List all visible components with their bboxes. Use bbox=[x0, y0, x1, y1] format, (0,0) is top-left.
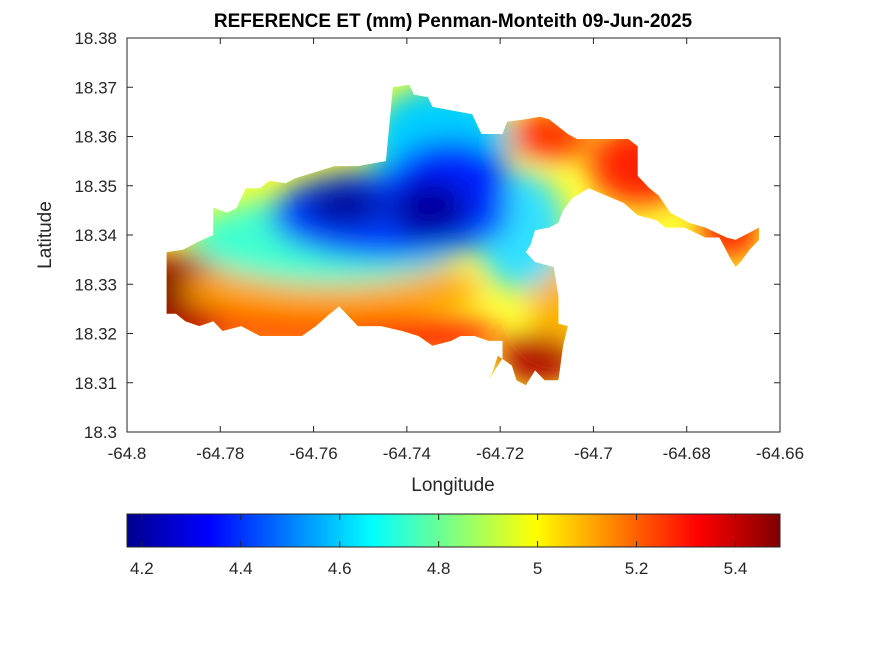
colorbar-tick-label: 5 bbox=[533, 559, 542, 578]
chart-title: REFERENCE ET (mm) Penman-Monteith 09-Jun… bbox=[214, 11, 693, 32]
colorbar-tick-label: 4.4 bbox=[229, 559, 253, 578]
y-tick-label: 18.35 bbox=[74, 177, 117, 196]
y-axis-ticks: 18.3 18.31 18.32 18.33 18.34 18.35 18.36 18.37 1… bbox=[74, 29, 780, 442]
y-tick-label: 18.38 bbox=[74, 29, 117, 48]
x-tick-label: -64.68 bbox=[663, 444, 711, 463]
colorbar-tick-label: 5.4 bbox=[724, 559, 748, 578]
y-axis-label: Latitude bbox=[35, 201, 56, 269]
colorbar-tick-label: 4.8 bbox=[427, 559, 451, 578]
colorbar-tick-label: 4.2 bbox=[130, 559, 154, 578]
y-tick-label: 18.32 bbox=[74, 325, 117, 344]
x-tick-label: -64.8 bbox=[108, 444, 147, 463]
x-tick-label: -64.66 bbox=[756, 444, 804, 463]
x-tick-label: -64.76 bbox=[289, 444, 337, 463]
x-axis-label: Longitude bbox=[411, 475, 494, 496]
x-tick-label: -64.78 bbox=[196, 444, 244, 463]
y-tick-label: 18.36 bbox=[74, 128, 117, 147]
x-tick-label: -64.74 bbox=[383, 444, 431, 463]
y-tick-label: 18.3 bbox=[84, 423, 117, 442]
colorbar bbox=[126, 513, 781, 548]
x-tick-label: -64.72 bbox=[476, 444, 524, 463]
y-tick-label: 18.37 bbox=[74, 78, 117, 97]
colorbar-ticks: 4.2 4.4 4.6 4.8 5 5.2 5.4 bbox=[130, 514, 747, 578]
x-axis-ticks: -64.8 -64.78 -64.76 -64.74 -64.72 -64.7 -64.68… bbox=[108, 38, 804, 463]
y-tick-label: 18.34 bbox=[74, 226, 117, 245]
colorbar-tick-label: 4.6 bbox=[328, 559, 352, 578]
y-tick-label: 18.33 bbox=[74, 275, 117, 294]
colorbar-tick-label: 5.2 bbox=[625, 559, 649, 578]
x-tick-label: -64.7 bbox=[574, 444, 613, 463]
y-tick-label: 18.31 bbox=[74, 374, 117, 393]
